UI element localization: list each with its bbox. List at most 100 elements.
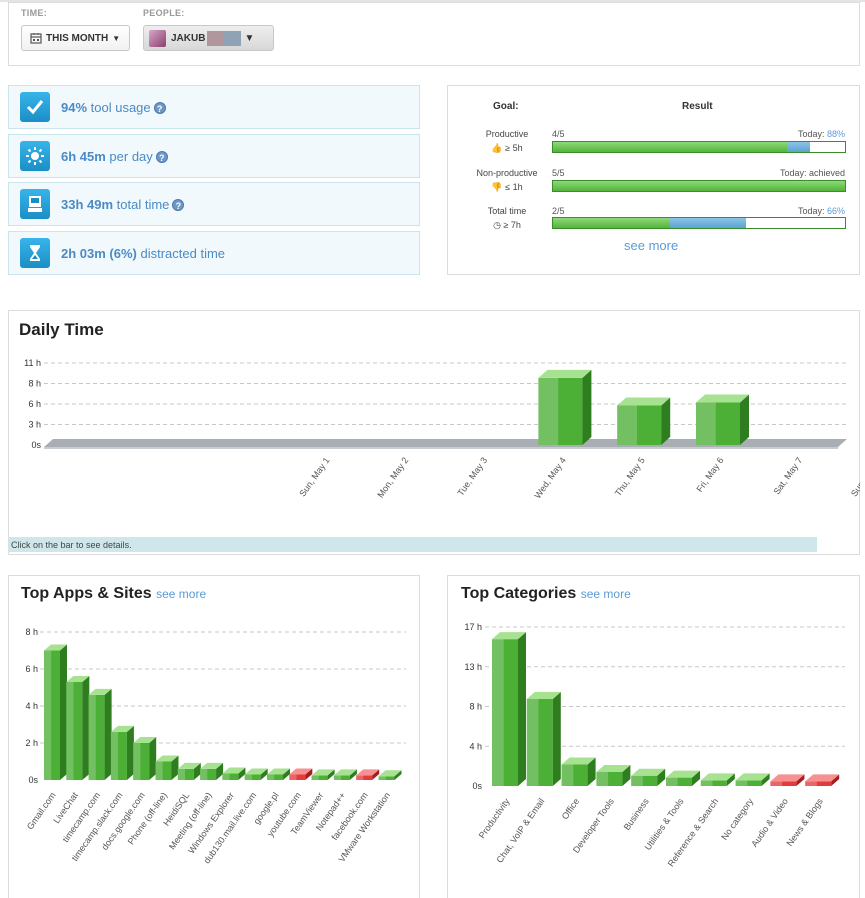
clock-icon: ◷ (493, 220, 501, 230)
y-tick-label: 17 h (464, 622, 482, 632)
bar[interactable] (267, 768, 290, 780)
bar[interactable] (44, 644, 67, 781)
goal-target: ≥ 5h (505, 143, 523, 153)
x-tick-label: Wed, May 4 (532, 455, 568, 500)
goal-progress-fill (553, 218, 670, 228)
goal-today-label: Today: (797, 206, 827, 216)
y-tick-label: 11 h (24, 358, 41, 368)
stat-label: tool usage (87, 99, 151, 115)
help-icon[interactable]: ? (153, 102, 166, 115)
daily-time-chart: 0s 3 h 6 h 8 h 11 h Sun, May 1 Mon, May 2 Tue, … (24, 358, 860, 500)
x-tick-label: No category (719, 796, 755, 842)
help-icon[interactable]: ? (172, 199, 185, 212)
bar[interactable] (110, 725, 134, 780)
bar[interactable] (244, 768, 268, 780)
stat-total-time: 33h 49m total time? (8, 182, 420, 226)
bar[interactable] (289, 768, 313, 780)
goal-target-row: 👎 ≤ 1h (462, 182, 552, 193)
bar[interactable] (696, 394, 749, 445)
top-apps-title-row: Top Apps & Sites see more (21, 585, 206, 603)
stat-value: 33h 49m (61, 196, 114, 212)
bar[interactable] (631, 768, 666, 786)
x-tick-label: Fri, May 6 (694, 455, 725, 494)
x-tick-label: Thu, May 5 (613, 455, 647, 498)
bar[interactable] (88, 688, 112, 780)
name-redaction (224, 30, 242, 46)
chart-floor-edge (44, 447, 838, 449)
bar[interactable] (378, 770, 402, 780)
goal-name: Total time (487, 206, 527, 216)
thumbs-up-icon: 👍 (491, 143, 503, 153)
bar[interactable] (356, 769, 380, 780)
x-tick-label: Mon, May 2 (375, 455, 410, 499)
goal-today-label: Today: achieved (779, 168, 845, 178)
stat-value: 94% (61, 99, 88, 115)
bar[interactable] (200, 762, 224, 780)
bar[interactable] (770, 774, 805, 786)
y-tick-label: 6 h (25, 664, 38, 674)
goal-header: Goal: (493, 101, 519, 112)
y-tick-label: 0s (28, 775, 38, 785)
people-dropdown-value: JAKUB (171, 32, 206, 44)
stat-tool-usage: 94% tool usage? (8, 85, 420, 129)
y-tick-label: 13 h (464, 662, 482, 672)
x-tick-label: Office (560, 796, 582, 821)
bar[interactable] (538, 369, 592, 445)
bar[interactable] (617, 397, 671, 445)
goal-target: ≤ 1h (505, 182, 523, 192)
top-apps-chart: 0s2 h4 h6 h8 hGmail.comLiveChattimecamp.… (25, 627, 406, 865)
thumbs-down-icon: 👎 (491, 182, 503, 192)
bar[interactable] (222, 767, 246, 780)
bar[interactable] (700, 773, 735, 786)
x-tick-label: Tue, May 3 (455, 455, 489, 497)
goal-today-value: 66% (826, 206, 845, 216)
x-tick-label: Sun, May 8 (849, 455, 860, 498)
goal-count: 4/5 (552, 129, 565, 139)
goal-target-row: ◷ ≥ 7h (462, 220, 552, 231)
goal-today: Today: achieved (700, 168, 845, 178)
stat-label: per day (105, 148, 153, 164)
caret-down-icon: ▼ (112, 33, 121, 43)
stat-label: total time (113, 196, 170, 212)
calendar-icon (30, 33, 42, 44)
caret-down-icon: ▼ (244, 32, 255, 44)
time-dropdown[interactable]: THIS MONTH ▼ (21, 25, 130, 51)
y-tick-label: 6 h (28, 399, 41, 409)
bar[interactable] (561, 757, 596, 786)
time-label: TIME: (21, 8, 47, 18)
x-tick-label: Sat, May 7 (772, 455, 805, 496)
bar[interactable] (526, 692, 561, 786)
x-tick-label: Sun, May 1 (297, 455, 331, 498)
stat-label: distracted time (136, 245, 226, 261)
bar[interactable] (735, 773, 770, 786)
bar[interactable] (66, 675, 90, 780)
check-icon (20, 92, 50, 122)
daily-time-title: Daily Time (19, 320, 104, 339)
help-icon[interactable]: ? (155, 151, 168, 164)
y-tick-label: 4 h (25, 701, 38, 711)
top-border (0, 0, 865, 2)
bar[interactable] (492, 632, 526, 786)
bar[interactable] (596, 764, 631, 786)
people-dropdown[interactable]: JAKUB ▼ (143, 25, 274, 51)
y-tick-label: 0s (31, 440, 41, 450)
goals-see-more-link[interactable]: see more (624, 238, 679, 253)
bar[interactable] (133, 737, 157, 780)
time-dropdown-value: THIS MONTH (46, 32, 109, 44)
x-tick-label: Business (622, 796, 651, 832)
bar[interactable] (805, 774, 840, 786)
bar[interactable] (177, 762, 201, 780)
bar[interactable] (155, 755, 179, 781)
goal-target: ≥ 7h (503, 220, 521, 230)
stat-per-day: 6h 45m per day? (8, 134, 420, 178)
goal-target-row: 👍 ≥ 5h (462, 143, 552, 154)
bar[interactable] (333, 769, 357, 780)
top-apps-see-more-link[interactable]: see more (156, 587, 207, 601)
avatar (149, 29, 166, 47)
bar[interactable] (666, 770, 700, 786)
bar[interactable] (311, 769, 335, 780)
top-categories-see-more-link[interactable]: see more (580, 587, 631, 601)
x-tick-label: Productivity (477, 796, 512, 840)
stat-value: 6h 45m (61, 148, 106, 164)
